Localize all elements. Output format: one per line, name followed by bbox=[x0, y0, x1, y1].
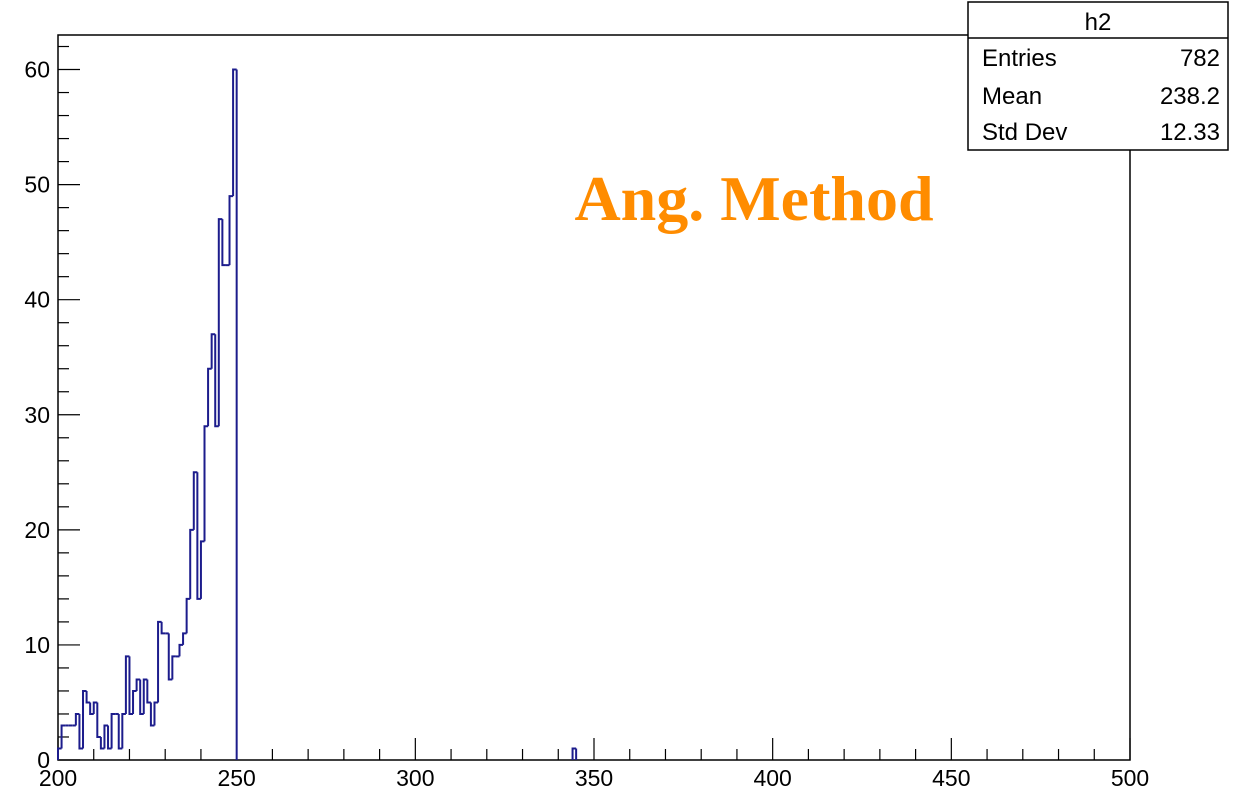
histogram-bin bbox=[92, 701, 98, 714]
histogram-bin bbox=[103, 724, 109, 749]
histogram-bin bbox=[85, 690, 91, 704]
histogram-bin bbox=[157, 620, 162, 703]
stats-stddev-value: 12.33 bbox=[1160, 119, 1220, 146]
x-tick-label: 200 bbox=[39, 765, 77, 791]
histogram-bin bbox=[60, 724, 66, 749]
annotation-text: Ang. Method bbox=[574, 163, 933, 234]
histogram-bin bbox=[210, 333, 216, 369]
histogram-bin bbox=[78, 713, 84, 750]
histogram-bin bbox=[185, 597, 191, 634]
histogram-bars bbox=[57, 68, 578, 760]
histogram-bin bbox=[82, 689, 87, 749]
histogram-bin bbox=[142, 678, 148, 714]
y-tick-label: 0 bbox=[37, 747, 50, 773]
histogram-bin bbox=[196, 472, 201, 600]
histogram-bin bbox=[110, 712, 116, 749]
histogram-bin bbox=[571, 747, 577, 760]
histogram-bin bbox=[203, 425, 209, 542]
histogram-bin bbox=[199, 540, 205, 599]
stats-mean-label: Mean bbox=[982, 83, 1042, 110]
histogram-bin bbox=[121, 712, 126, 749]
histogram-bin bbox=[124, 655, 130, 714]
histogram-bin bbox=[232, 68, 237, 197]
stats-box-title: h2 bbox=[1085, 9, 1112, 36]
y-axis-ticks: 0 10 20 30 40 50 60 bbox=[24, 45, 80, 773]
stats-box: h2 Entries 782 Mean 238.2 Std Dev 12.33 bbox=[967, 1, 1229, 151]
histogram-bin bbox=[167, 633, 173, 681]
histogram-bin bbox=[139, 679, 144, 715]
histogram-bin bbox=[57, 747, 62, 760]
histogram-bin bbox=[89, 702, 94, 715]
histogram-bin bbox=[178, 643, 184, 657]
histogram-bin bbox=[74, 712, 80, 726]
histogram-bin bbox=[207, 367, 212, 427]
stats-stddev-label: Std Dev bbox=[982, 119, 1067, 146]
stats-entries-value: 782 bbox=[1180, 45, 1220, 72]
x-axis-ticks: 200 250 300 350 400 450 500 bbox=[39, 738, 1149, 791]
histogram-bin bbox=[153, 701, 159, 726]
histogram-bin bbox=[160, 621, 166, 635]
histogram-bin bbox=[128, 656, 134, 715]
y-tick-label: 20 bbox=[24, 517, 50, 543]
histogram-bin bbox=[149, 702, 155, 727]
histogram-bin bbox=[192, 471, 198, 530]
histogram-bin bbox=[214, 334, 219, 428]
histogram-bin bbox=[99, 736, 105, 750]
x-tick-label: 500 bbox=[1111, 765, 1149, 791]
histogram-bin bbox=[228, 195, 234, 266]
x-tick-label: 250 bbox=[217, 765, 255, 791]
histogram-bin bbox=[117, 713, 123, 750]
stats-box-frame bbox=[967, 1, 1229, 151]
histogram-bin bbox=[96, 702, 101, 738]
y-tick-label: 60 bbox=[24, 57, 50, 83]
y-tick-label: 50 bbox=[24, 172, 50, 198]
x-tick-label: 400 bbox=[753, 765, 791, 791]
x-tick-label: 350 bbox=[575, 765, 613, 791]
stats-mean-value: 238.2 bbox=[1160, 83, 1220, 110]
histogram-bin bbox=[189, 528, 194, 599]
histogram-bin bbox=[217, 218, 223, 427]
y-tick-label: 10 bbox=[24, 632, 50, 658]
y-tick-label: 30 bbox=[24, 402, 50, 428]
histogram-bin bbox=[107, 725, 112, 750]
x-tick-label: 300 bbox=[396, 765, 434, 791]
histogram-bin bbox=[182, 632, 187, 645]
histogram-bin bbox=[132, 689, 137, 714]
histogram-bin bbox=[135, 678, 141, 691]
histogram-bin bbox=[221, 219, 226, 267]
x-tick-label: 450 bbox=[932, 765, 970, 791]
histogram-bin bbox=[146, 679, 151, 704]
stats-entries-label: Entries bbox=[982, 45, 1057, 72]
histogram-bin bbox=[171, 655, 176, 680]
y-tick-label: 40 bbox=[24, 287, 50, 313]
